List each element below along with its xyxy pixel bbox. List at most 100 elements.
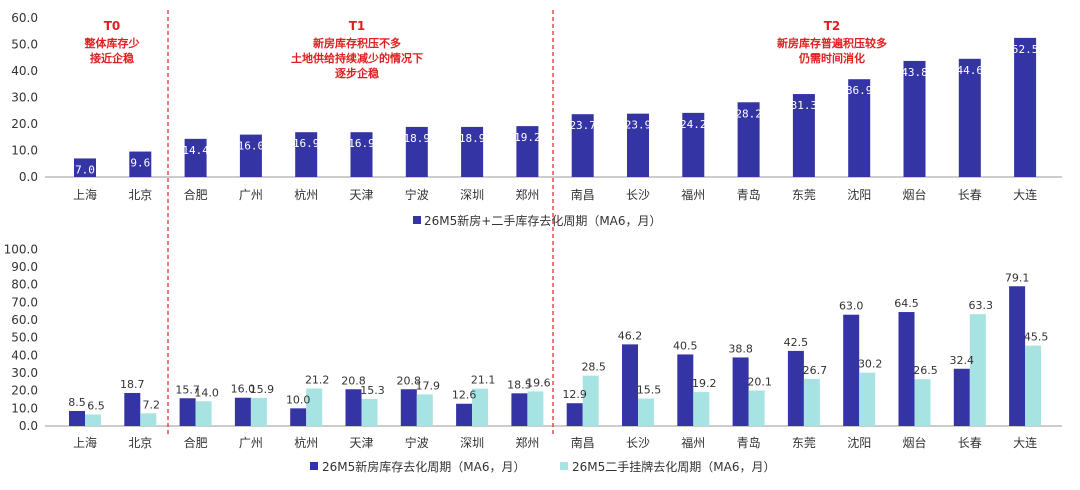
top-bar bbox=[903, 60, 926, 177]
bottom-bar-new-house bbox=[456, 403, 473, 426]
bottom-y-tick-label: 60.0 bbox=[11, 313, 38, 327]
bottom-bar-second-hand bbox=[195, 401, 212, 426]
bottom-bar-second-hand-data-label: 15.5 bbox=[637, 384, 662, 397]
bottom-category-label: 郑州 bbox=[515, 435, 539, 450]
top-y-tick-label: 30.0 bbox=[11, 91, 38, 105]
top-category-label: 上海 bbox=[73, 187, 97, 202]
bottom-category-label: 广州 bbox=[239, 436, 263, 450]
top-bar bbox=[295, 132, 318, 177]
top-category-label: 南昌 bbox=[571, 187, 595, 202]
top-category-label: 沈阳 bbox=[847, 187, 871, 202]
top-category-label: 深圳 bbox=[460, 188, 484, 202]
bottom-bar-second-hand bbox=[527, 391, 544, 426]
bottom-bar-new-house bbox=[898, 312, 915, 426]
top-chart-bars bbox=[74, 37, 1037, 178]
top-legend-swatch bbox=[413, 216, 421, 224]
bottom-y-tick-label: 100.0 bbox=[4, 242, 38, 256]
top-category-label: 合肥 bbox=[184, 187, 208, 202]
bottom-bar-new-house-data-label: 40.5 bbox=[673, 339, 698, 352]
bottom-bar-new-house-data-label: 64.5 bbox=[894, 297, 919, 310]
bottom-bar-new-house bbox=[345, 389, 362, 426]
bottom-y-tick-label: 40.0 bbox=[11, 348, 38, 362]
bottom-bar-new-house-data-label: 8.5 bbox=[68, 396, 86, 409]
top-category-label: 东莞 bbox=[792, 188, 816, 202]
top-chart-legend: 26M5新房+二手库存去化周期（MA6，月） bbox=[413, 213, 662, 228]
top-chart-axes: 0.0 10.0 20.0 30.0 40.0 50.0 60.0 bbox=[11, 11, 1062, 184]
bottom-y-tick-label: 0.0 bbox=[19, 419, 38, 433]
bottom-bar-new-house bbox=[179, 398, 196, 426]
bottom-category-label: 杭州 bbox=[294, 435, 318, 450]
bottom-legend-label-new-house: 26M5新房库存去化周期（MA6，月） bbox=[322, 459, 525, 474]
top-bar bbox=[958, 58, 981, 178]
bottom-bar-new-house-data-label: 46.2 bbox=[618, 329, 643, 342]
bottom-bar-second-hand-data-label: 20.1 bbox=[747, 375, 772, 388]
tier-description-line: 逐步企稳 bbox=[335, 66, 379, 80]
top-y-tick-label: 10.0 bbox=[11, 144, 38, 158]
top-category-label: 北京 bbox=[128, 188, 152, 202]
tier-description-line: 土地供给持续减少的情况下 bbox=[291, 51, 423, 65]
top-bar-data-label: 19.2 bbox=[514, 131, 541, 144]
top-chart: 0.0 10.0 20.0 30.0 40.0 50.0 60.0 7.0 9.6 14.4 16… bbox=[11, 11, 1062, 228]
top-category-label: 大连 bbox=[1013, 187, 1037, 202]
top-category-label: 烟台 bbox=[902, 187, 926, 202]
top-y-tick-label: 40.0 bbox=[11, 64, 38, 78]
bottom-y-tick-label: 90.0 bbox=[11, 260, 38, 274]
tier-description-line: 新房库存积压不多 bbox=[313, 36, 401, 50]
top-bar bbox=[405, 126, 428, 177]
bottom-bar-new-house bbox=[400, 389, 417, 426]
tier-title: T2 bbox=[824, 19, 841, 33]
bottom-bar-new-house-data-label: 12.6 bbox=[452, 389, 477, 402]
top-bar-data-label: 23.9 bbox=[625, 119, 652, 132]
top-bar bbox=[737, 102, 760, 177]
top-legend-label: 26M5新房+二手库存去化周期（MA6，月） bbox=[424, 213, 662, 228]
bottom-category-label: 福州 bbox=[681, 435, 705, 450]
tier-dividers bbox=[167, 10, 554, 437]
bottom-bar-new-house-data-label: 10.0 bbox=[286, 393, 311, 406]
top-category-label: 杭州 bbox=[294, 187, 318, 202]
bottom-category-label: 深圳 bbox=[460, 436, 484, 450]
bottom-bar-new-house bbox=[234, 397, 251, 426]
bottom-y-tick-label: 20.0 bbox=[11, 384, 38, 398]
bottom-bar-second-hand-data-label: 21.1 bbox=[471, 374, 496, 387]
bottom-category-label: 东莞 bbox=[792, 436, 816, 450]
bottom-bar-second-hand-data-label: 26.7 bbox=[803, 364, 828, 377]
bottom-y-tick-label: 50.0 bbox=[11, 331, 38, 345]
bottom-bar-new-house bbox=[953, 368, 970, 426]
bottom-bar-new-house-data-label: 63.0 bbox=[839, 300, 864, 313]
bottom-category-label: 大连 bbox=[1013, 435, 1037, 450]
bottom-bar-second-hand-data-label: 6.5 bbox=[87, 400, 105, 413]
tier-description-line: 接近企稳 bbox=[90, 51, 134, 65]
bottom-bar-new-house-data-label: 20.8 bbox=[397, 374, 422, 387]
top-bar bbox=[350, 132, 373, 177]
bottom-bar-second-hand bbox=[306, 388, 323, 426]
bottom-bar-second-hand bbox=[140, 413, 157, 426]
top-bar-data-label: 24.2 bbox=[680, 118, 707, 131]
bottom-legend-swatch-new-house bbox=[310, 462, 318, 470]
top-category-label: 长沙 bbox=[626, 188, 650, 202]
top-bar bbox=[184, 138, 207, 177]
tier-title: T1 bbox=[349, 19, 366, 33]
top-bar bbox=[682, 112, 705, 177]
top-bar-data-label: 18.9 bbox=[459, 132, 486, 145]
bottom-category-label: 南昌 bbox=[571, 435, 595, 450]
tier-description-line: 仍需时间消化 bbox=[798, 51, 865, 65]
bottom-bar-second-hand bbox=[1025, 345, 1042, 426]
top-bar-data-label: 28.2 bbox=[735, 107, 762, 120]
top-bar bbox=[129, 151, 152, 177]
bottom-bar-second-hand-data-label: 19.6 bbox=[526, 376, 551, 389]
bottom-bar-second-hand-data-label: 21.2 bbox=[305, 374, 330, 387]
top-bar-data-label: 7.0 bbox=[75, 163, 95, 176]
bottom-bar-new-house bbox=[677, 354, 694, 426]
bottom-bar-second-hand bbox=[416, 394, 433, 426]
top-bar-data-label: 44.6 bbox=[957, 64, 984, 77]
top-bar bbox=[461, 126, 484, 177]
bottom-bar-second-hand bbox=[472, 388, 489, 426]
bottom-category-label: 长沙 bbox=[626, 436, 650, 450]
top-bar-data-label: 9.6 bbox=[130, 157, 150, 170]
bottom-bar-second-hand bbox=[859, 372, 876, 426]
bottom-bar-new-house-data-label: 18.7 bbox=[120, 378, 145, 391]
bottom-bar-second-hand bbox=[693, 392, 710, 426]
top-bar-data-label: 52.5 bbox=[1012, 43, 1039, 56]
bottom-bar-second-hand-data-label: 28.5 bbox=[581, 361, 606, 374]
top-y-tick-label: 0.0 bbox=[19, 170, 38, 184]
